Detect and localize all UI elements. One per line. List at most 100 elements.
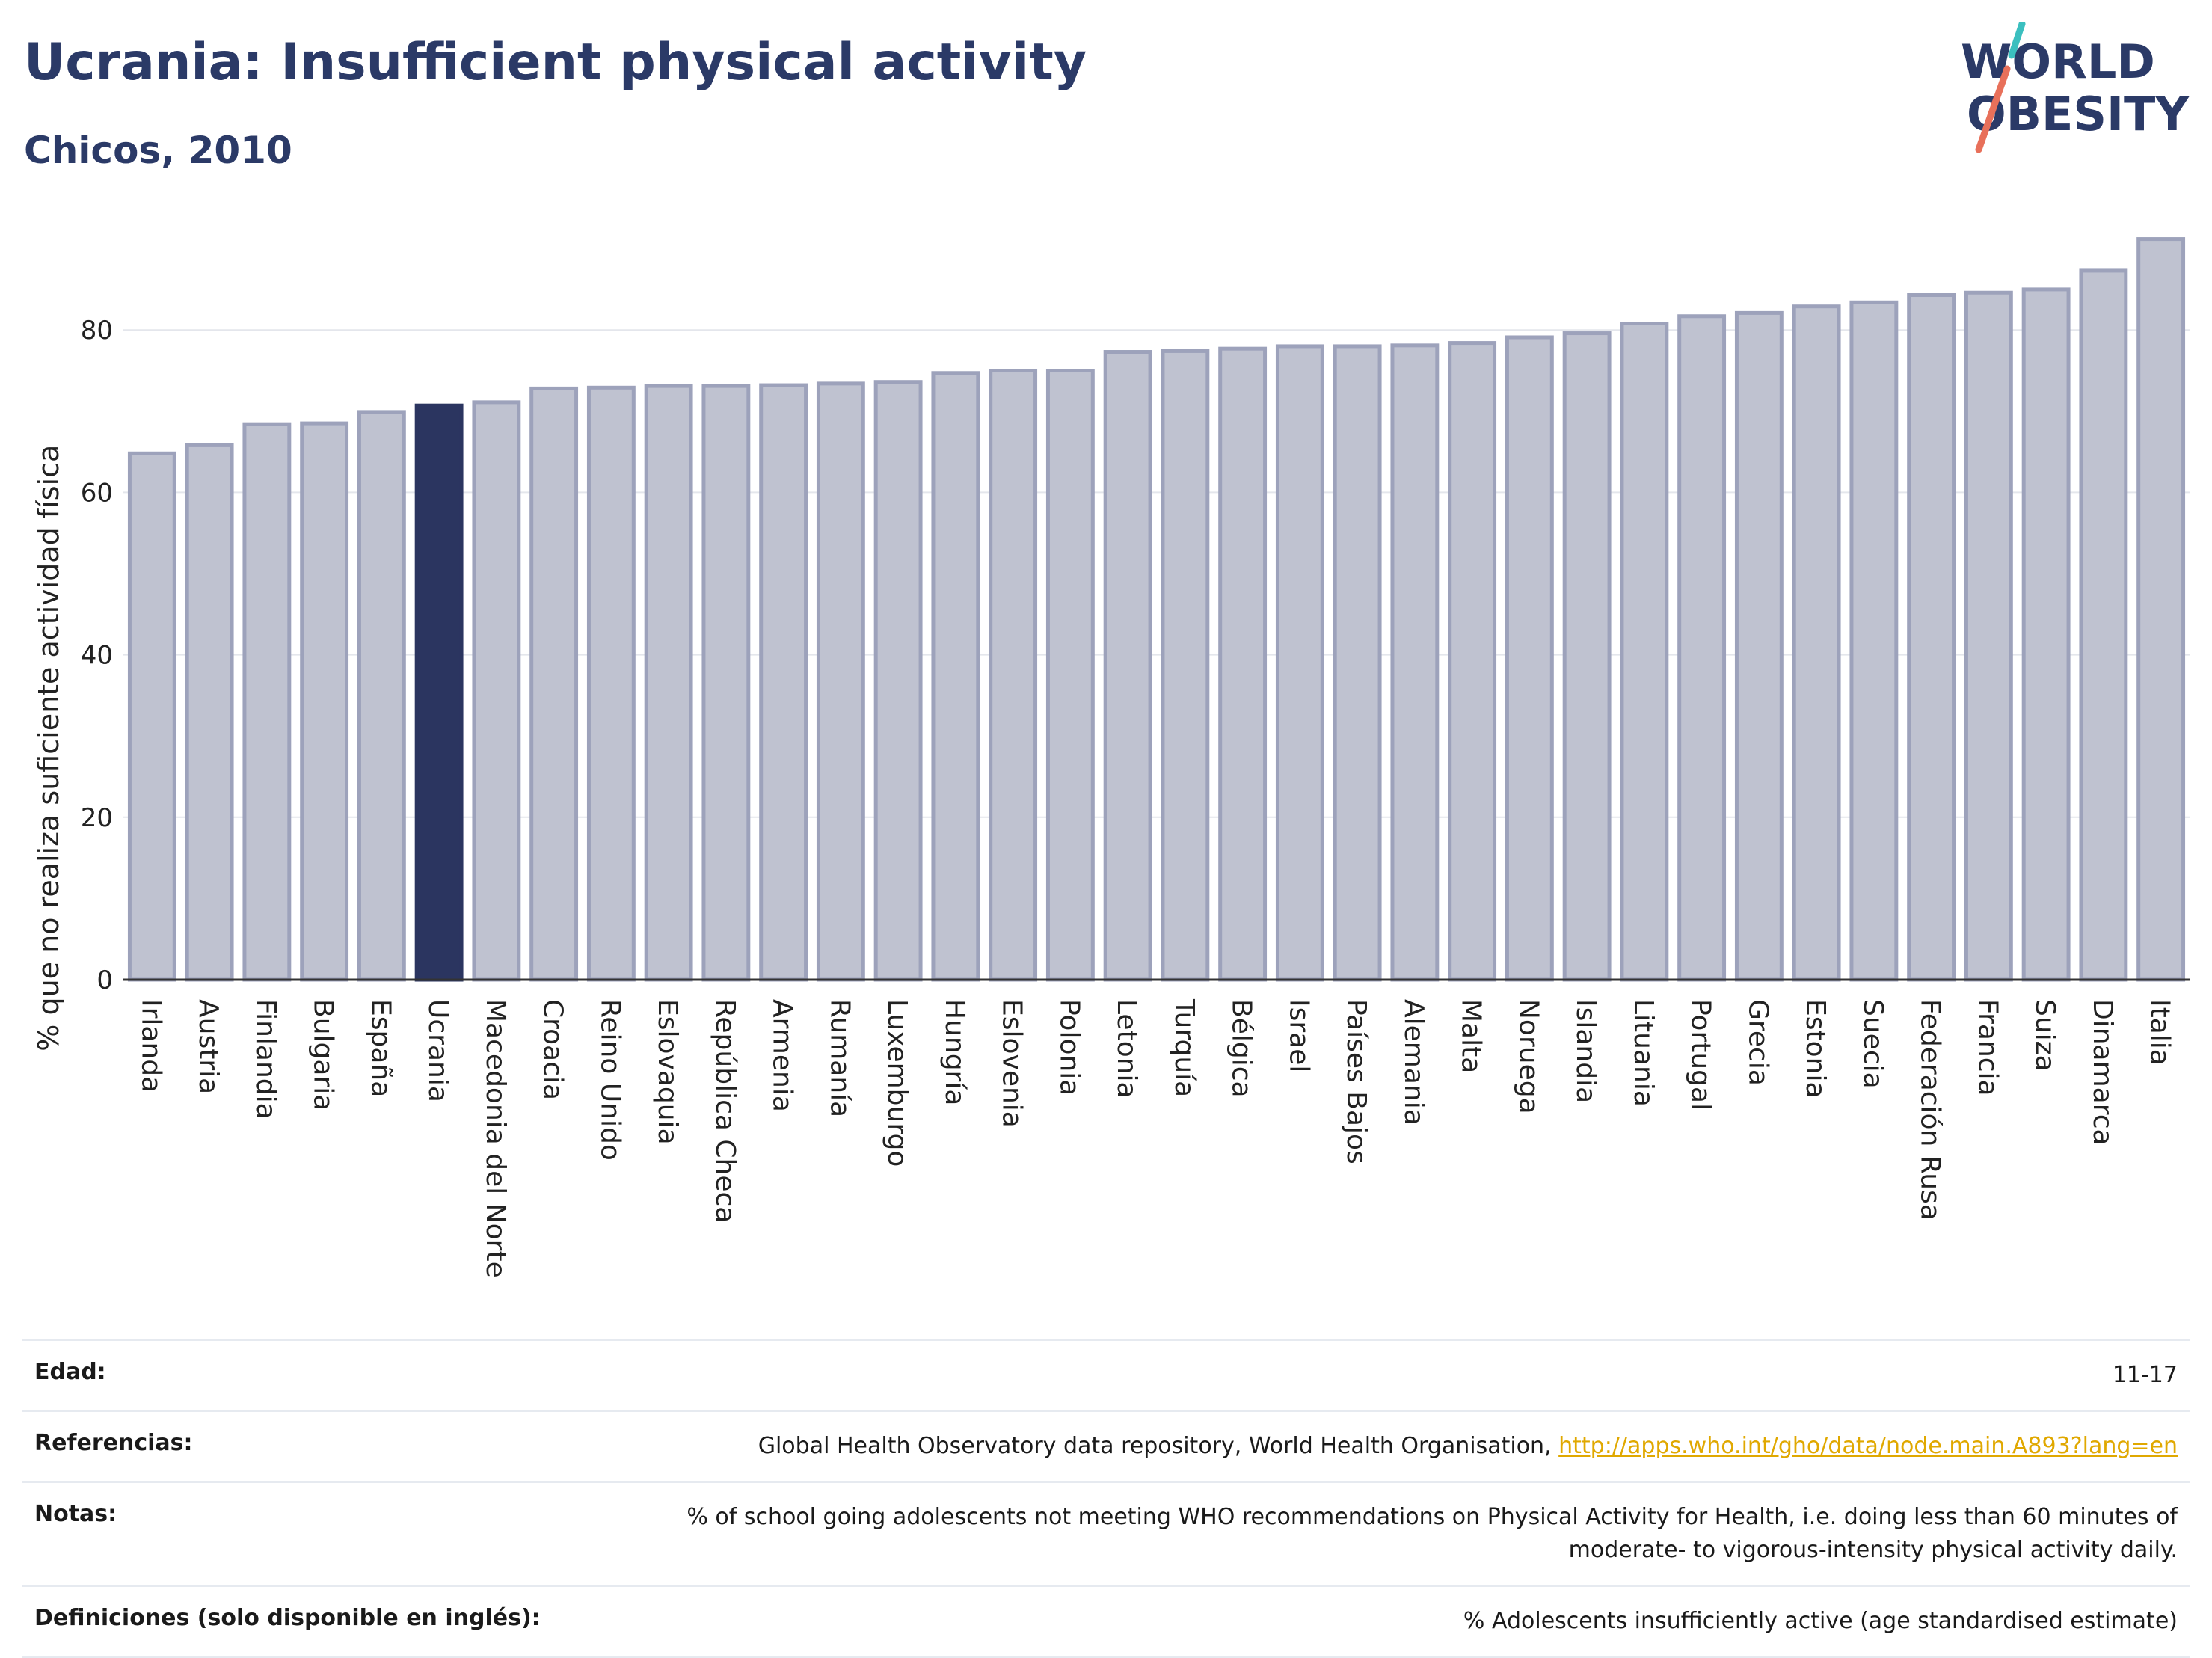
bar (759, 383, 808, 982)
meta-row-notes: Notas: % of school going adolescents not… (22, 1481, 2190, 1585)
x-tick-label: Bélgica (1226, 999, 1257, 1098)
logo-slash-coral-icon (1975, 65, 2011, 153)
x-tick-label: Suecia (1858, 999, 1888, 1089)
x-tick-label: Italia (2145, 999, 2175, 1066)
logo-line2: OBESITY (1967, 87, 2190, 141)
notes-line2: moderate- to vigorous-intensity physical… (1568, 1537, 2178, 1563)
x-tick-label: Noruega (1513, 999, 1543, 1114)
x-tick-label: Suiza (2030, 999, 2060, 1072)
x-tick-label: Dinamarca (2087, 999, 2118, 1146)
bar (701, 384, 751, 982)
bar (1045, 369, 1095, 982)
x-tick-label: Armenia (767, 999, 798, 1112)
bar (1103, 350, 1152, 982)
bar (931, 371, 980, 982)
bar (1448, 341, 1497, 982)
bar (1734, 310, 1784, 982)
notes-label: Notas: (34, 1501, 117, 1527)
bar (2021, 287, 2071, 982)
x-tick-label: Israel (1283, 999, 1314, 1072)
x-tick-label: Polonia (1054, 999, 1084, 1096)
references-link[interactable]: http://apps.who.int/gho/data/node.main.A… (1558, 1433, 2178, 1459)
x-tick-label: España (365, 999, 396, 1097)
bar (873, 380, 923, 982)
x-tick-label: Francia (1972, 999, 2003, 1096)
x-tick-label: Croacia (538, 999, 568, 1100)
bar (185, 443, 234, 982)
bar (127, 451, 176, 982)
x-tick-label: Bulgaria (308, 999, 339, 1111)
world-obesity-logo: WORLD OBESITY (1961, 22, 2190, 153)
bar (644, 384, 693, 982)
metadata-table: Edad: 11-17 Referencias: Global Health O… (22, 1339, 2190, 1658)
bar (1849, 300, 1899, 982)
y-tick-label: 40 (81, 641, 113, 671)
x-tick-label: Lituania (1628, 999, 1659, 1107)
x-tick-label: Finlandia (251, 999, 281, 1120)
y-tick-label: 80 (81, 316, 113, 346)
y-tick-label: 60 (81, 478, 113, 508)
x-tick-label: Islandia (1570, 999, 1601, 1103)
bar (1161, 349, 1210, 982)
bar (1620, 322, 1669, 982)
age-value: 11-17 (2112, 1362, 2178, 1388)
x-tick-label: Alemania (1398, 999, 1429, 1126)
x-tick-label: Estonia (1800, 999, 1831, 1099)
bar (1333, 344, 1382, 982)
bar (1275, 344, 1324, 982)
bar (1505, 335, 1554, 982)
bar (414, 403, 464, 982)
bar (586, 385, 636, 982)
definitions-value: % Adolescents insufficiently active (age… (1463, 1608, 2178, 1634)
meta-row-definitions: Definiciones (solo disponible en inglés)… (22, 1585, 2190, 1658)
page-title: Ucrania: Insufficient physical activity (24, 33, 1087, 92)
bar (989, 369, 1038, 982)
meta-row-references: Referencias: Global Health Observatory d… (22, 1410, 2190, 1481)
x-tick-label: Austria (193, 999, 224, 1094)
x-tick-label: Rumanía (824, 999, 855, 1117)
age-label: Edad: (34, 1359, 106, 1385)
x-tick-label: Eslovaquia (652, 999, 683, 1145)
bar (357, 410, 406, 982)
bar-chart: 0 20 40 60 80 % que no realiza suficiente act… (32, 237, 2190, 1278)
y-tick-label: 20 (81, 803, 113, 833)
x-tick-label: Irlanda (135, 999, 166, 1093)
y-tick-label: 0 (96, 965, 113, 995)
x-tick-label: Hungría (939, 999, 970, 1105)
bar (300, 421, 349, 982)
x-tick-label: Luxemburgo (882, 999, 912, 1167)
y-axis-label: % que no realiza suficiente actividad fí… (32, 445, 65, 1051)
bar (1562, 331, 1612, 982)
x-tick-label: Turquía (1169, 998, 1199, 1097)
x-tick-label: Letonia (1111, 999, 1142, 1099)
bar (1964, 290, 2013, 982)
x-tick-label: República Checa (710, 999, 740, 1223)
x-tick-label: Ucrania (423, 999, 453, 1102)
bar (472, 400, 521, 982)
notes-line1: % of school going adolescents not meetin… (686, 1504, 2178, 1530)
bar (1390, 343, 1440, 982)
logo-slash-teal-icon (2008, 22, 2026, 59)
bar (1907, 293, 1956, 982)
definitions-label: Definiciones (solo disponible en inglés)… (34, 1605, 541, 1631)
notes-value: % of school going adolescents not meetin… (686, 1501, 2178, 1567)
bar (816, 381, 865, 982)
x-tick-label: Grecia (1742, 999, 1773, 1086)
x-tick-label: Portugal (1686, 999, 1716, 1111)
x-tick-label: Reino Unido (595, 999, 625, 1161)
references-label: Referencias: (34, 1430, 193, 1456)
bar (1677, 314, 1727, 982)
bar (2136, 237, 2186, 982)
page-subtitle: Chicos, 2010 (24, 129, 292, 172)
bar (242, 422, 292, 982)
meta-row-age: Edad: 11-17 (22, 1339, 2190, 1410)
x-tick-label: Macedonia del Norte (480, 999, 511, 1278)
references-text: Global Health Observatory data repositor… (758, 1433, 1559, 1459)
bar (1218, 346, 1268, 982)
x-tick-label: Malta (1456, 999, 1487, 1073)
bar (1792, 304, 1841, 982)
bar (529, 386, 579, 982)
logo-line1: WORLD (1961, 34, 2155, 89)
x-tick-label: Países Bajos (1341, 999, 1371, 1164)
references-value: Global Health Observatory data repositor… (758, 1430, 2178, 1463)
